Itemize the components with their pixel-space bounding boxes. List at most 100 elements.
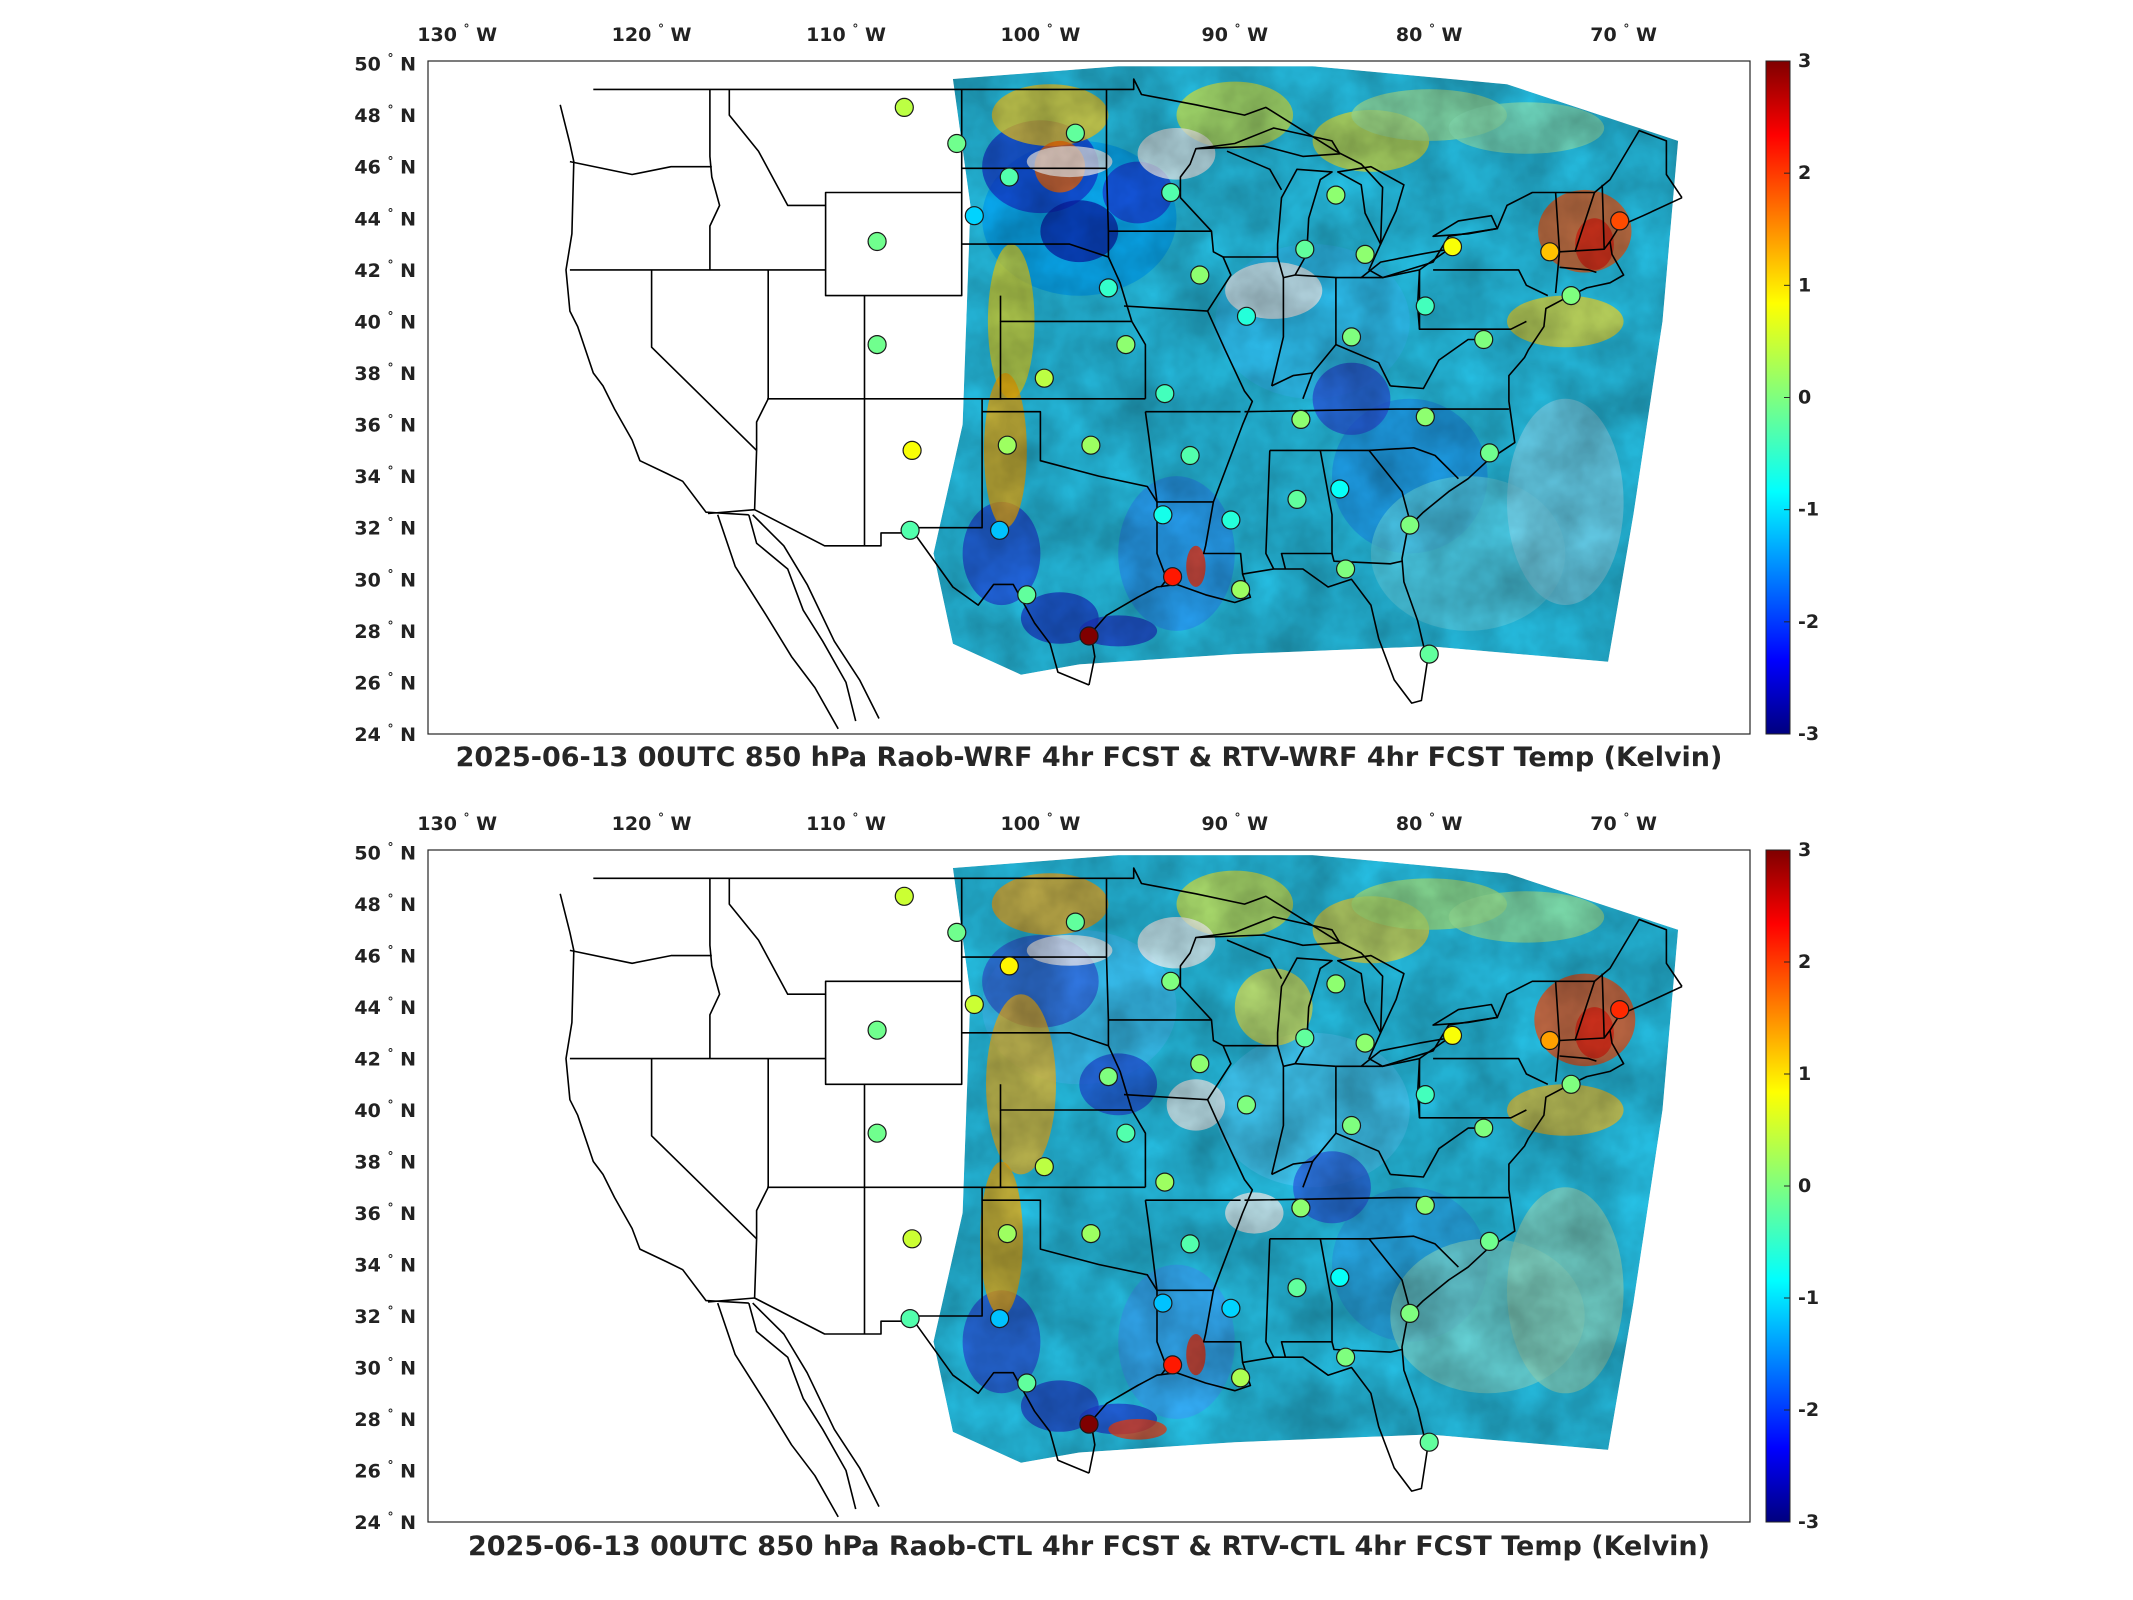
raob-station-marker	[1221, 510, 1241, 530]
raob-station-marker	[1017, 1373, 1037, 1393]
map-panel-bottom: 130 ° W 120 ° W 110 ° W 100 ° W 90 ° W 80 ° W…	[354, 811, 1819, 1534]
lat-tick-label: 36 ° N	[354, 413, 416, 437]
raob-station-marker	[999, 956, 1019, 976]
lon-tick-label: 80 ° W	[1396, 811, 1463, 835]
lon-tick-label: 70 ° W	[1590, 811, 1657, 835]
raob-station-marker	[1479, 443, 1500, 463]
lat-tick-label: 38 ° N	[354, 1150, 416, 1174]
raob-station-marker	[1230, 579, 1251, 600]
raob-station-marker	[1335, 1347, 1356, 1367]
lat-tick-label: 30 ° N	[354, 567, 416, 591]
lat-tick-label: 48 ° N	[354, 892, 416, 916]
raob-station-marker	[894, 886, 914, 906]
raob-station-marker	[997, 435, 1017, 455]
raob-station-marker	[947, 133, 967, 154]
raob-station-marker	[867, 1123, 887, 1143]
raob-station-marker	[1155, 384, 1175, 404]
colorbar-tick-label: -2	[1798, 1399, 1819, 1421]
lat-tick-label: 50 ° N	[354, 841, 416, 865]
lon-tick-label: 90 ° W	[1201, 22, 1268, 46]
raob-station-marker	[989, 1308, 1010, 1329]
raob-station-marker	[1098, 278, 1119, 298]
raob-station-marker	[1017, 585, 1037, 605]
raob-station-marker	[1540, 1030, 1560, 1051]
lat-tick-label: 38 ° N	[354, 361, 416, 385]
raob-station-marker	[900, 520, 920, 540]
raob-station-marker	[1561, 1074, 1581, 1094]
raob-station-marker	[1295, 1028, 1315, 1048]
lat-tick-label: 50 ° N	[354, 52, 416, 76]
raob-station-marker	[1295, 239, 1315, 259]
lat-tick-label: 44 ° N	[354, 995, 416, 1019]
raob-station-marker	[1190, 1054, 1210, 1074]
raob-station-marker	[1341, 327, 1362, 347]
raob-station-marker	[947, 922, 967, 943]
raob-station-marker	[1287, 1278, 1307, 1298]
raob-station-marker	[1161, 971, 1181, 991]
raob-station-marker	[1335, 559, 1356, 579]
raob-station-marker	[999, 167, 1019, 187]
raob-station-marker	[1291, 1198, 1311, 1218]
raob-station-marker	[1081, 1223, 1101, 1244]
lon-tick-label: 120 ° W	[612, 22, 692, 46]
lat-tick-label: 26 ° N	[354, 670, 416, 694]
raob-station-marker	[1034, 368, 1054, 388]
lon-tick-label: 110 ° W	[806, 811, 886, 835]
raob-station-marker	[1161, 182, 1181, 203]
lat-tick-label: 32 ° N	[354, 1304, 416, 1328]
lon-tick-label: 130 ° W	[417, 811, 497, 835]
lon-tick-label: 70 ° W	[1590, 22, 1657, 46]
raob-station-marker	[1400, 1303, 1420, 1324]
raob-station-marker	[1081, 435, 1101, 455]
geographic-outlines	[559, 78, 1683, 730]
raob-station-marker	[900, 1308, 920, 1329]
lon-tick-label: 100 ° W	[1000, 811, 1080, 835]
raob-station-marker	[1474, 1118, 1494, 1138]
lat-tick-label: 26 ° N	[354, 1459, 416, 1483]
lat-tick-label: 34 ° N	[354, 464, 416, 488]
raob-stations	[867, 886, 1630, 1452]
colorbar-tick-label: 3	[1798, 839, 1811, 861]
raob-station-marker	[1330, 479, 1350, 499]
raob-station-marker	[1341, 1115, 1362, 1136]
raob-station-marker	[1419, 644, 1439, 664]
colorbar-tick-label: -2	[1798, 611, 1819, 633]
raob-station-marker	[1180, 445, 1200, 466]
raob-station-marker	[894, 97, 914, 118]
raob-station-marker	[902, 440, 922, 460]
raob-station-marker	[1330, 1267, 1350, 1288]
lat-tick-label: 28 ° N	[354, 619, 416, 643]
lat-tick-label: 34 ° N	[354, 1253, 416, 1277]
raob-station-marker	[964, 206, 984, 226]
lat-tick-label: 42 ° N	[354, 258, 416, 282]
raob-station-marker	[1079, 1414, 1099, 1434]
lon-tick-label: 100 ° W	[1000, 22, 1080, 46]
colorbar-tick-label: 2	[1798, 162, 1811, 184]
lon-tick-label: 130 ° W	[417, 22, 497, 46]
colorbar-tick-label: 3	[1798, 50, 1811, 72]
colorbar-tick-label: 0	[1798, 387, 1811, 409]
raob-station-marker	[1236, 306, 1257, 326]
raob-station-marker	[902, 1229, 922, 1249]
raob-station-marker	[1230, 1368, 1251, 1388]
raob-station-marker	[1419, 1432, 1439, 1452]
lat-tick-label: 46 ° N	[354, 944, 416, 968]
raob-station-marker	[1610, 211, 1630, 231]
lat-tick-label: 48 ° N	[354, 103, 416, 127]
raob-station-marker	[1540, 242, 1560, 262]
raob-station-marker	[964, 994, 984, 1015]
raob-station-marker	[1400, 515, 1420, 535]
colorbar-tick-label: -3	[1798, 723, 1819, 745]
raob-station-marker	[1065, 123, 1086, 143]
raob-station-marker	[1326, 185, 1346, 205]
lat-tick-label: 30 ° N	[354, 1356, 416, 1380]
raob-station-marker	[1153, 1293, 1173, 1313]
colorbar-tick-label: -1	[1798, 1287, 1819, 1309]
raob-station-marker	[1155, 1172, 1175, 1192]
raob-station-marker	[1162, 1355, 1183, 1375]
colorbar-tick-label: 1	[1798, 1063, 1811, 1085]
colorbar-tick-label: 0	[1798, 1175, 1811, 1197]
panel-title-top: 2025-06-13 00UTC 850 hPa Raob-WRF 4hr FC…	[456, 742, 1723, 773]
raob-station-marker	[1287, 489, 1307, 509]
